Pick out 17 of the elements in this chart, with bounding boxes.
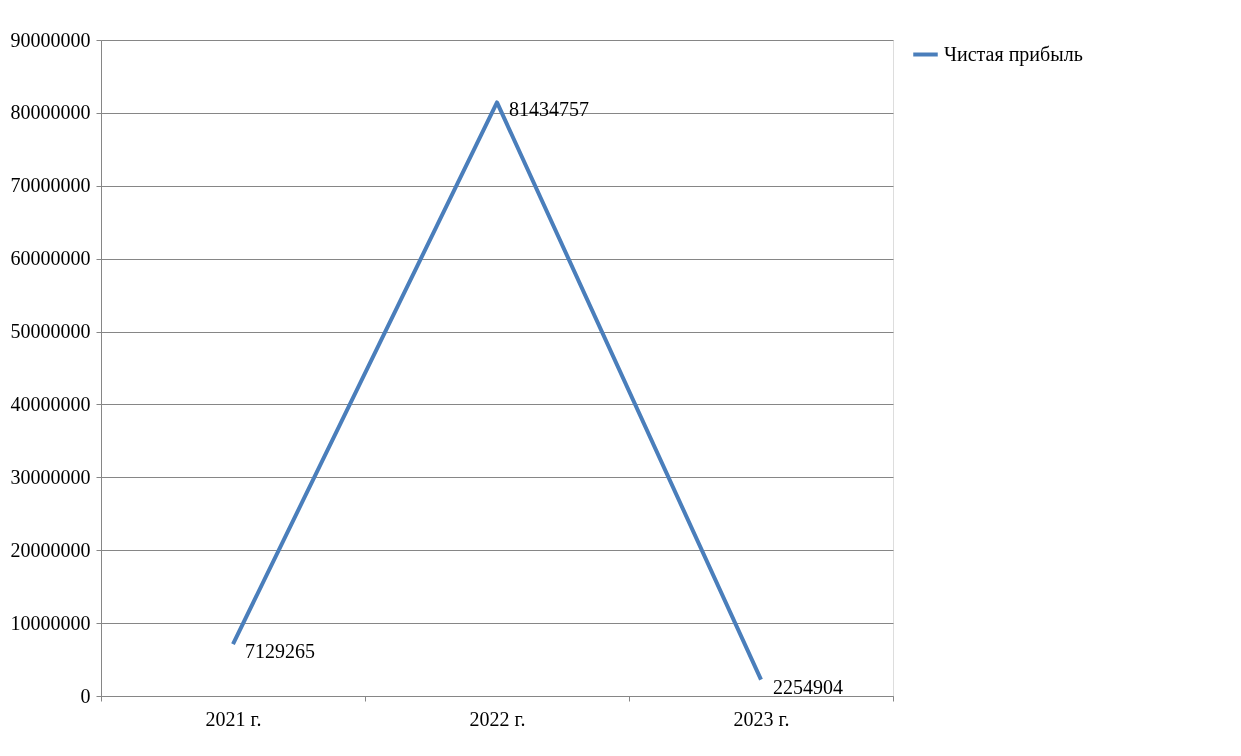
x-tick-label: 2021 г.: [205, 707, 262, 730]
y-tick-label: 10000000: [10, 611, 91, 634]
y-tick-label: 20000000: [10, 538, 91, 561]
y-tick-label: 40000000: [10, 392, 91, 415]
data-label: 81434757: [509, 98, 589, 121]
y-tick-label: 30000000: [10, 465, 91, 488]
y-tick-label: 0: [80, 684, 91, 707]
y-tick-label: 70000000: [10, 174, 91, 197]
y-tick-label: 80000000: [10, 101, 91, 124]
data-label: 7129265: [245, 640, 315, 663]
x-tick-label: 2023 г.: [733, 707, 790, 730]
y-tick-label: 90000000: [10, 28, 91, 51]
legend-label: Чистая прибыль: [944, 42, 1083, 66]
x-tick-label: 2022 г.: [469, 707, 526, 730]
y-tick-label: 60000000: [10, 247, 91, 270]
data-label: 2254904: [773, 675, 843, 698]
y-tick-label: 50000000: [10, 320, 91, 343]
